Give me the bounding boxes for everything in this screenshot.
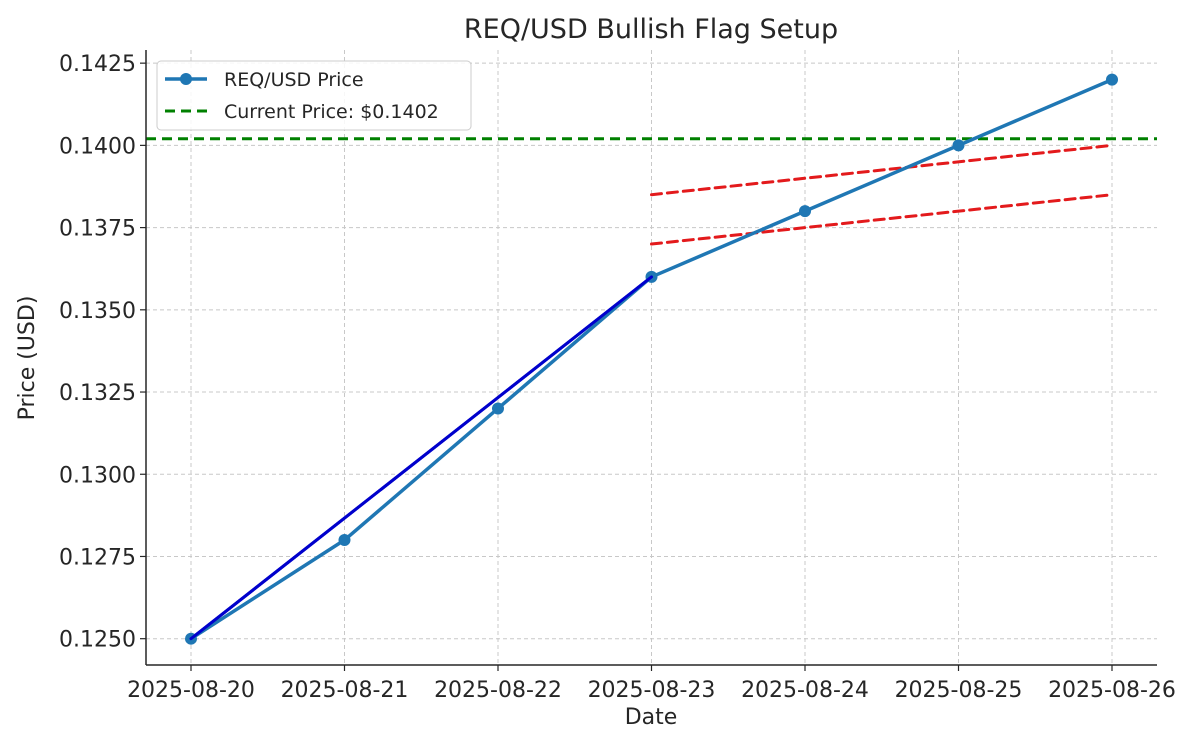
x-tick-label-2025-08-23: 2025-08-23 xyxy=(588,678,716,703)
chart-title: REQ/USD Bullish Flag Setup xyxy=(464,14,838,45)
y-tick-label-0.1250: 0.1250 xyxy=(59,628,136,653)
flag-upper-line xyxy=(650,143,1114,197)
x-tick-label-2025-08-25: 2025-08-25 xyxy=(895,678,1023,703)
legend-marker-price xyxy=(180,73,192,85)
legend: REQ/USD Price Current Price: $0.1402 xyxy=(156,60,472,131)
x-tick-label-2025-08-24: 2025-08-24 xyxy=(741,678,869,703)
data-point-2025-08-25 xyxy=(952,139,965,152)
legend-label-price: REQ/USD Price xyxy=(224,69,364,91)
y-tick-label-0.1425: 0.1425 xyxy=(59,52,136,77)
y-tick-label-0.1375: 0.1375 xyxy=(59,217,136,242)
series-layer xyxy=(185,73,1118,645)
x-tick-label-2025-08-21: 2025-08-21 xyxy=(281,678,409,703)
x-tick-label-2025-08-22: 2025-08-22 xyxy=(434,678,562,703)
tick-labels: 2025-08-20 2025-08-21 2025-08-22 2025-08-23… xyxy=(59,52,1176,703)
legend-label-current: Current Price: $0.1402 xyxy=(224,101,439,123)
data-point-2025-08-24 xyxy=(799,205,811,218)
y-tick-label-0.1400: 0.1400 xyxy=(59,134,136,159)
y-tick-label-0.1300: 0.1300 xyxy=(59,463,136,488)
y-tick-label-0.1350: 0.1350 xyxy=(59,299,136,324)
x-tick-label-2025-08-20: 2025-08-20 xyxy=(127,678,255,703)
data-point-2025-08-22 xyxy=(492,402,504,415)
grid xyxy=(146,50,1157,665)
x-tick-label-2025-08-26: 2025-08-26 xyxy=(1048,678,1176,703)
x-axis-title: Date xyxy=(625,705,678,730)
y-tick-label-0.1275: 0.1275 xyxy=(59,545,136,570)
flag-lower-line xyxy=(650,193,1114,246)
data-point-2025-08-26 xyxy=(1106,73,1118,86)
flagpole-overlay-line xyxy=(189,275,653,641)
y-axis-title: Price (USD) xyxy=(15,296,40,421)
data-point-2025-08-21 xyxy=(338,534,351,547)
y-tick-label-0.1325: 0.1325 xyxy=(59,381,136,406)
axes xyxy=(140,50,1157,671)
legend-box xyxy=(156,60,472,131)
